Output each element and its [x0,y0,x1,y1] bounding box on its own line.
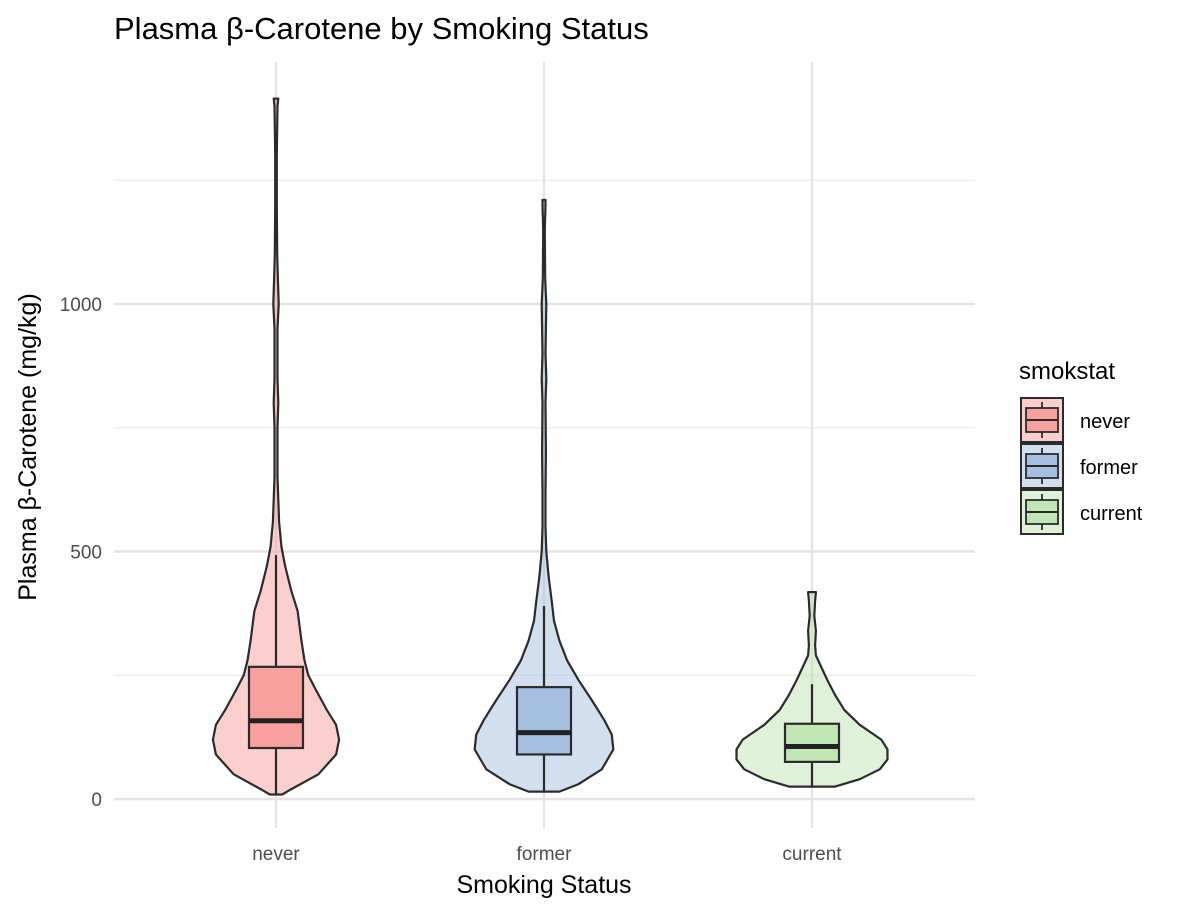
legend-item-never: never [1020,397,1130,443]
legend-item-current: current [1020,489,1143,535]
legend-label-current: current [1080,503,1143,525]
legend-label-never: never [1080,411,1130,433]
y-tick-label: 1000 [60,295,102,316]
y-axis-title: Plasma β-Carotene (mg/kg) [14,293,42,601]
x-tick-label-current: current [782,844,842,865]
box-never [247,665,305,750]
legend-label-former: former [1080,457,1138,479]
legend-item-former: former [1020,443,1138,489]
y-tick-label: 0 [91,790,102,811]
x-axis-ticks: never former current [252,844,842,865]
box-former [515,686,573,756]
chart-title: Plasma β-Carotene by Smoking Status [114,11,649,46]
box-current [783,722,841,763]
violin-never [211,97,341,796]
legend-title: smokstat [1019,358,1115,385]
y-axis-ticks: 0 500 1000 [60,295,102,811]
x-axis-title: Smoking Status [456,871,631,899]
violin-former [473,198,615,793]
y-tick-label: 500 [70,543,102,564]
x-tick-label-former: former [517,844,573,865]
boxplots [247,554,841,795]
x-tick-label-never: never [252,844,300,865]
legend: smokstat never former current [1019,358,1143,535]
